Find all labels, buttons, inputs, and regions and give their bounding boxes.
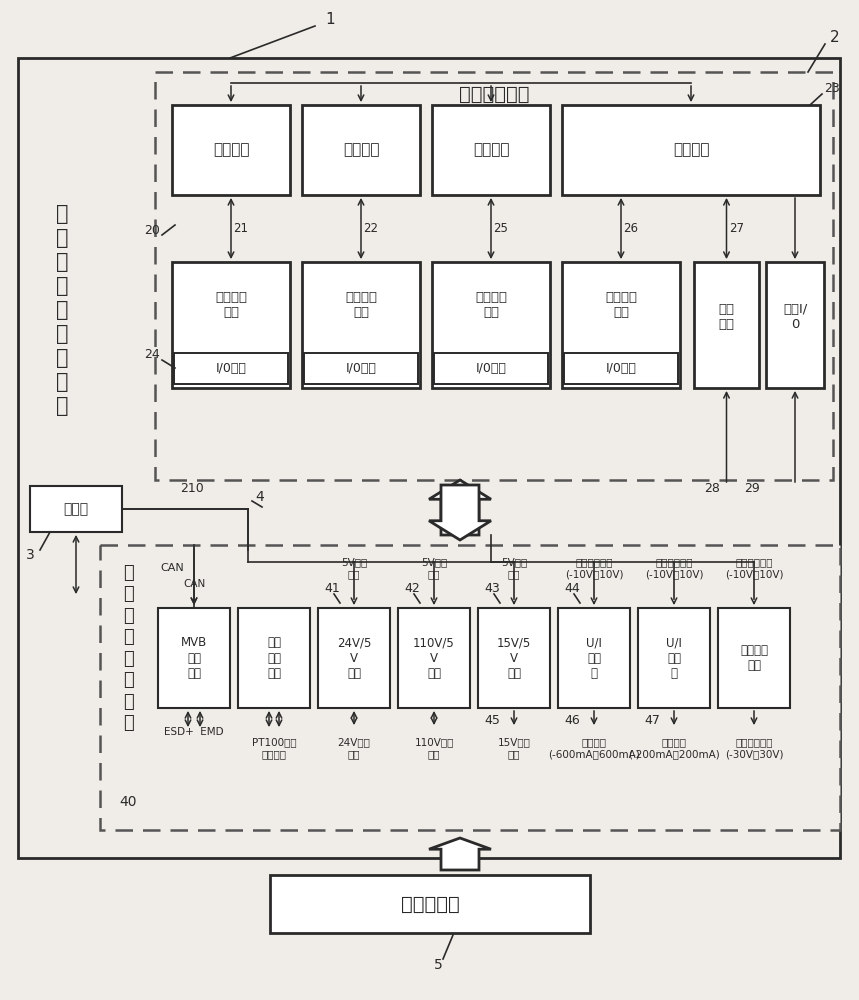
Bar [18,58,840,858]
Text: 电流信号
(-600mA～600mA): 电流信号 (-600mA～600mA) [548,737,640,759]
Text: 40: 40 [119,795,137,809]
Text: 高速处理
板二: 高速处理 板二 [345,291,377,319]
Bar [478,608,550,708]
Text: 数字I/
0: 数字I/ 0 [783,303,807,331]
Bar [302,105,420,195]
Polygon shape [429,480,491,535]
Text: 45: 45 [484,714,500,726]
Bar [270,875,590,933]
Text: 43: 43 [484,582,500,594]
Text: 5V数字
信号: 5V数字 信号 [341,557,367,579]
Bar [434,353,548,384]
Text: 110V数字
信号: 110V数字 信号 [414,737,454,759]
Text: 42: 42 [404,582,420,594]
Text: 处理板三: 处理板三 [472,142,509,157]
Bar [432,105,550,195]
Text: U/I
转换
一: U/I 转换 一 [586,636,602,680]
Text: I/0接口: I/0接口 [345,361,376,374]
Text: 4: 4 [256,490,265,504]
Bar [638,608,710,708]
Text: 2: 2 [830,30,840,45]
Text: 计算机: 计算机 [64,502,88,516]
Bar [302,262,420,388]
Bar [174,353,288,384]
Text: 27: 27 [729,222,744,235]
Text: 机
车
半
实
物
仿
真
装
置: 机 车 半 实 物 仿 真 装 置 [56,204,68,416]
Text: 26: 26 [624,222,638,235]
Text: 5V数字
信号: 5V数字 信号 [501,557,527,579]
Text: 46: 46 [564,714,580,726]
Text: 处理板二: 处理板二 [343,142,380,157]
Text: 电流信号
(-200mA～200mA): 电流信号 (-200mA～200mA) [628,737,720,759]
Text: 模拟电压信号
(-10V～10V): 模拟电压信号 (-10V～10V) [645,557,704,579]
Text: 模拟
输出: 模拟 输出 [718,303,734,331]
Text: 15V数字
信号: 15V数字 信号 [497,737,531,759]
Bar [694,262,759,388]
Text: 处理板四: 处理板四 [673,142,710,157]
Text: I/0接口: I/0接口 [606,361,637,374]
Bar [30,486,122,532]
Text: PT100温度
电阻信号: PT100温度 电阻信号 [252,737,296,759]
Text: 47: 47 [644,714,660,726]
Text: 程控
电阻
单元: 程控 电阻 单元 [267,636,281,680]
Bar [318,608,390,708]
Text: 模拟电压信号
(-30V～30V): 模拟电压信号 (-30V～30V) [725,737,783,759]
Text: MVB
通讯
转换: MVB 通讯 转换 [181,636,207,680]
Text: 高速处理
板一: 高速处理 板一 [215,291,247,319]
Text: 处理板一: 处理板一 [213,142,249,157]
Text: 29: 29 [744,482,760,494]
Bar [304,353,418,384]
Text: 41: 41 [324,582,340,594]
Bar [172,105,290,195]
Text: 22: 22 [363,222,379,235]
Text: 5: 5 [434,958,442,972]
Text: 21: 21 [234,222,248,235]
Bar [558,608,630,708]
Bar [718,608,790,708]
Text: 15V/5
V
转换: 15V/5 V 转换 [497,636,531,680]
Polygon shape [429,838,491,870]
Text: 高速处理
板三: 高速处理 板三 [475,291,507,319]
Text: 24V数字
信号: 24V数字 信号 [338,737,370,759]
Bar [398,608,470,708]
Text: 模拟电压信号
(-10V～10V): 模拟电压信号 (-10V～10V) [725,557,783,579]
Bar [562,262,680,388]
Bar [238,608,310,708]
Bar [432,262,550,388]
Polygon shape [429,485,491,540]
Text: 28: 28 [704,482,720,494]
Text: CAN: CAN [183,579,205,589]
Text: 44: 44 [564,582,580,594]
Bar [100,545,840,830]
Bar [158,608,230,708]
Bar [172,262,290,388]
Text: 110V/5
V
转换: 110V/5 V 转换 [413,636,455,680]
Text: I/0接口: I/0接口 [216,361,247,374]
Text: 24V/5
V
转换: 24V/5 V 转换 [337,636,371,680]
Text: 5V数字
信号: 5V数字 信号 [421,557,448,579]
Text: 20: 20 [144,224,160,236]
Text: 210: 210 [180,482,204,494]
Bar [766,262,824,388]
Text: 25: 25 [494,222,509,235]
Text: 模拟电压信号
(-10V～10V): 模拟电压信号 (-10V～10V) [564,557,624,579]
Bar [155,72,833,480]
Text: I/0接口: I/0接口 [476,361,507,374]
Text: 23: 23 [824,82,840,95]
Text: CAN: CAN [160,563,184,573]
Text: 3: 3 [26,548,34,562]
Text: 实物控制器: 实物控制器 [400,894,460,914]
Text: U/I
转换
二: U/I 转换 二 [666,636,682,680]
Text: 实时仿真单元: 实时仿真单元 [459,85,529,104]
Text: 24: 24 [144,349,160,361]
Text: 1: 1 [326,12,335,27]
Bar [564,353,678,384]
Text: 高速处理
板四: 高速处理 板四 [605,291,637,319]
Text: 电
气
信
号
转
换
单
元: 电 气 信 号 转 换 单 元 [123,564,133,732]
Bar [562,105,820,195]
Text: ESD+  EMD: ESD+ EMD [164,727,224,737]
Text: 电压放大
转换: 电压放大 转换 [740,644,768,672]
